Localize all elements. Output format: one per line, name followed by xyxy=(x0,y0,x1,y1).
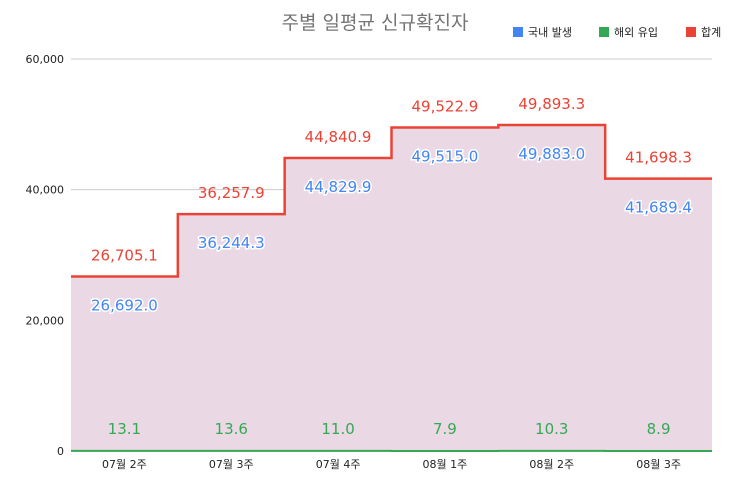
chart-title: 주별 일평균 신규확진자 xyxy=(282,12,469,34)
y-tick-label: 20,000 xyxy=(26,314,65,327)
plot-area xyxy=(71,125,712,451)
data-label-international: 8.9 xyxy=(647,420,671,438)
series-line-total xyxy=(71,123,712,278)
data-label-total: 41,698.3 xyxy=(625,149,692,167)
legend-label: 해외 유입 xyxy=(614,25,658,39)
data-label-domestic: 44,829.9 xyxy=(305,178,372,196)
data-label-international: 13.6 xyxy=(215,420,248,438)
total-area xyxy=(71,125,712,451)
x-tick-label: 08월 2주 xyxy=(529,458,574,471)
data-label-international: 7.9 xyxy=(433,420,457,438)
series-lines xyxy=(71,123,712,452)
x-tick-label: 08월 3주 xyxy=(636,458,681,471)
legend-label: 합계 xyxy=(701,26,721,39)
data-label-total: 49,893.3 xyxy=(518,95,585,113)
x-tick-label: 08월 1주 xyxy=(423,458,468,471)
x-tick-label: 07월 3주 xyxy=(209,458,254,471)
x-tick-label: 07월 4주 xyxy=(316,458,361,471)
y-tick-label: 40,000 xyxy=(26,184,65,197)
data-label-international: 10.3 xyxy=(535,420,568,438)
data-label-domestic: 36,244.3 xyxy=(198,234,265,252)
y-tick-label: 60,000 xyxy=(26,53,65,66)
data-label-international: 13.1 xyxy=(108,420,141,438)
x-axis: 07월 2주 07월 3주 07월 4주 08월 1주 08월 2주 08월 3주 xyxy=(102,458,681,471)
legend: 국내 발생 해외 유입 합계 xyxy=(513,25,721,39)
y-tick-label: 0 xyxy=(57,445,64,458)
data-label-domestic: 49,883.0 xyxy=(518,145,585,163)
legend-swatch xyxy=(686,27,696,37)
legend-swatch xyxy=(513,27,523,37)
y-axis: 0 20,000 40,000 60,000 xyxy=(26,53,65,458)
data-label-total: 49,522.9 xyxy=(412,97,479,115)
data-label-total: 26,705.1 xyxy=(91,247,158,265)
data-labels: 26,705.1 26,692.0 13.1 36,257.9 36,244.3 13.6… xyxy=(90,95,694,438)
data-label-international: 11.0 xyxy=(321,420,354,438)
data-label-total: 44,840.9 xyxy=(305,128,372,146)
legend-swatch xyxy=(599,27,609,37)
data-label-domestic: 26,692.0 xyxy=(91,297,158,315)
data-label-total: 36,257.9 xyxy=(198,184,265,202)
data-label-domestic: 41,689.4 xyxy=(625,199,692,217)
legend-label: 국내 발생 xyxy=(528,26,572,39)
x-tick-label: 07월 2주 xyxy=(102,458,147,471)
data-label-domestic: 49,515.0 xyxy=(412,147,479,165)
